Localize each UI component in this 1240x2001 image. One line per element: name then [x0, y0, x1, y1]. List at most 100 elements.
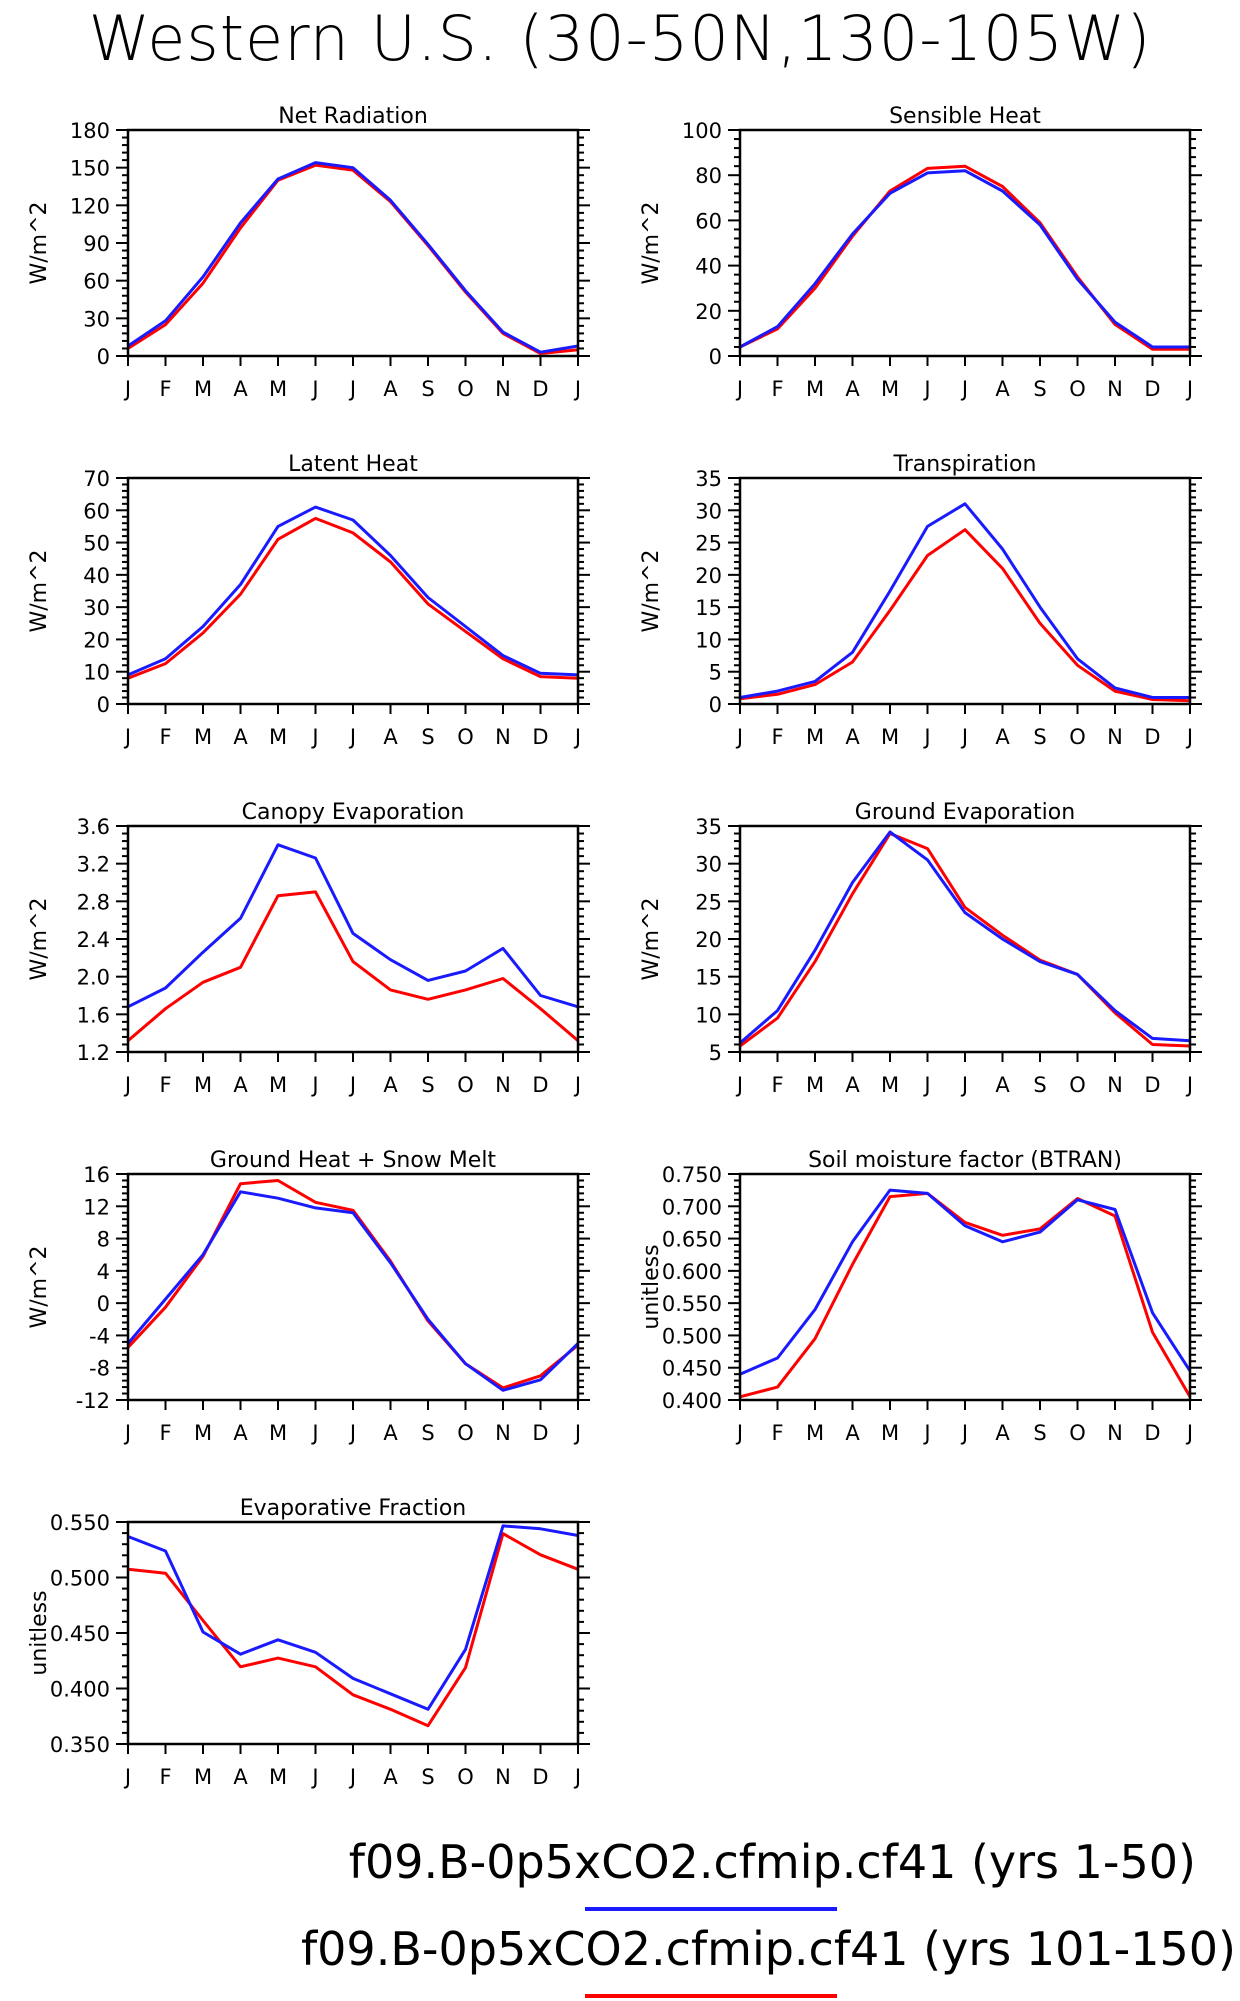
plot-frame [126, 824, 580, 1054]
y-axis-label: W/m^2 [639, 897, 664, 980]
x-tick-label: S [1033, 377, 1046, 401]
x-tick-label: A [233, 1421, 248, 1445]
x-tick-label: D [1144, 1073, 1160, 1097]
x-tick-label: A [233, 725, 248, 749]
x-tick-label: F [159, 725, 171, 749]
x-tick-label: J [960, 1073, 968, 1097]
x-tick-label: J [573, 725, 581, 749]
x-tick-label: J [735, 377, 743, 401]
y-tick-label: 15 [695, 596, 722, 620]
x-tick-label: O [1069, 725, 1086, 749]
y-tick-label: 10 [83, 661, 110, 685]
y-tick-label: 15 [695, 966, 722, 990]
x-tick-label: F [159, 1765, 171, 1789]
y-tick-label: 5 [709, 661, 722, 685]
x-tick-label: J [123, 377, 131, 401]
y-tick-label: 16 [83, 1163, 110, 1187]
y-tick-label: 70 [83, 467, 110, 491]
plot-frame [126, 1172, 580, 1402]
x-tick-label: M [806, 377, 824, 401]
x-tick-label: S [421, 377, 434, 401]
chart-title: Ground Evaporation [855, 800, 1075, 825]
x-tick-label: A [845, 1421, 860, 1445]
series-line-2 [739, 1191, 1192, 1399]
x-tick-label: M [269, 1765, 287, 1789]
y-tick-label: 3.6 [77, 815, 110, 839]
x-tick-label: J [1185, 1421, 1193, 1445]
y-tick-label: 180 [70, 119, 110, 143]
y-tick-label: 120 [70, 194, 110, 218]
x-tick-label: J [348, 1765, 356, 1789]
y-axis-label: W/m^2 [639, 549, 664, 632]
x-tick-label: O [457, 1421, 474, 1445]
x-tick-label: O [457, 725, 474, 749]
legend-entry-1-swatch [585, 1907, 837, 1911]
y-tick-label: 0.550 [662, 1292, 722, 1316]
x-tick-label: N [1107, 1073, 1123, 1097]
y-tick-label: 12 [83, 1195, 110, 1219]
x-tick-label: M [806, 1421, 824, 1445]
x-tick-label: J [735, 1421, 743, 1445]
y-tick-label: 10 [695, 628, 722, 652]
y-tick-label: 0.500 [662, 1324, 722, 1348]
chart-title: Net Radiation [278, 104, 428, 129]
y-axis-label: unitless [27, 1590, 52, 1675]
x-tick-label: N [1107, 725, 1123, 749]
x-tick-label: J [573, 1421, 581, 1445]
x-tick-label: O [457, 1073, 474, 1097]
x-tick-label: D [1144, 377, 1160, 401]
x-tick-label: A [383, 1421, 398, 1445]
x-tick-label: A [233, 1765, 248, 1789]
y-axis-label: W/m^2 [27, 549, 52, 632]
x-tick-label: A [995, 1073, 1010, 1097]
y-tick-label: 90 [83, 232, 110, 256]
x-tick-label: D [532, 1421, 548, 1445]
plot-frame [738, 128, 1192, 358]
y-tick-label: 0 [709, 693, 722, 717]
y-tick-label: 10 [695, 1003, 722, 1027]
legend-entry-1-label: f09.B-0p5xCO2.cfmip.cf41 (yrs 1-50) [348, 1835, 1196, 1889]
x-tick-label: D [1144, 1421, 1160, 1445]
y-axis-label: W/m^2 [639, 201, 664, 284]
x-tick-label: M [194, 725, 212, 749]
y-tick-label: 5 [709, 1041, 722, 1065]
x-tick-label: J [348, 377, 356, 401]
x-tick-label: J [348, 1421, 356, 1445]
x-tick-label: A [995, 725, 1010, 749]
x-tick-label: N [1107, 377, 1123, 401]
x-tick-label: O [457, 1765, 474, 1789]
x-tick-label: M [269, 725, 287, 749]
x-tick-label: J [573, 1073, 581, 1097]
x-tick-label: J [123, 1765, 131, 1789]
y-tick-label: 0.700 [662, 1195, 722, 1219]
plot-frame [126, 1520, 580, 1746]
y-tick-label: 0 [97, 693, 110, 717]
series-line-2 [739, 164, 1190, 351]
series-line-1 [739, 1188, 1192, 1376]
x-tick-label: M [269, 377, 287, 401]
x-tick-label: N [1107, 1421, 1123, 1445]
y-tick-label: 2.4 [77, 928, 110, 952]
y-tick-label: 0.400 [50, 1678, 110, 1702]
y-tick-label: 0 [97, 345, 110, 369]
x-tick-label: M [194, 1765, 212, 1789]
y-tick-label: 0.450 [662, 1357, 722, 1381]
x-tick-label: M [881, 1421, 899, 1445]
series-line-2 [127, 516, 579, 680]
x-tick-label: A [845, 725, 860, 749]
series-line-2 [739, 832, 1191, 1048]
x-tick-label: D [1144, 725, 1160, 749]
x-tick-label: A [995, 377, 1010, 401]
chart-title: Latent Heat [288, 452, 418, 477]
y-tick-label: 25 [695, 890, 722, 914]
x-tick-label: S [1033, 725, 1046, 749]
y-tick-label: 0.750 [662, 1163, 722, 1187]
plot-frame [738, 1172, 1192, 1402]
x-tick-label: O [457, 377, 474, 401]
x-tick-label: J [348, 725, 356, 749]
x-tick-label: N [495, 725, 511, 749]
x-tick-label: J [310, 377, 318, 401]
x-tick-label: M [881, 1073, 899, 1097]
y-tick-label: 0.500 [50, 1567, 110, 1591]
